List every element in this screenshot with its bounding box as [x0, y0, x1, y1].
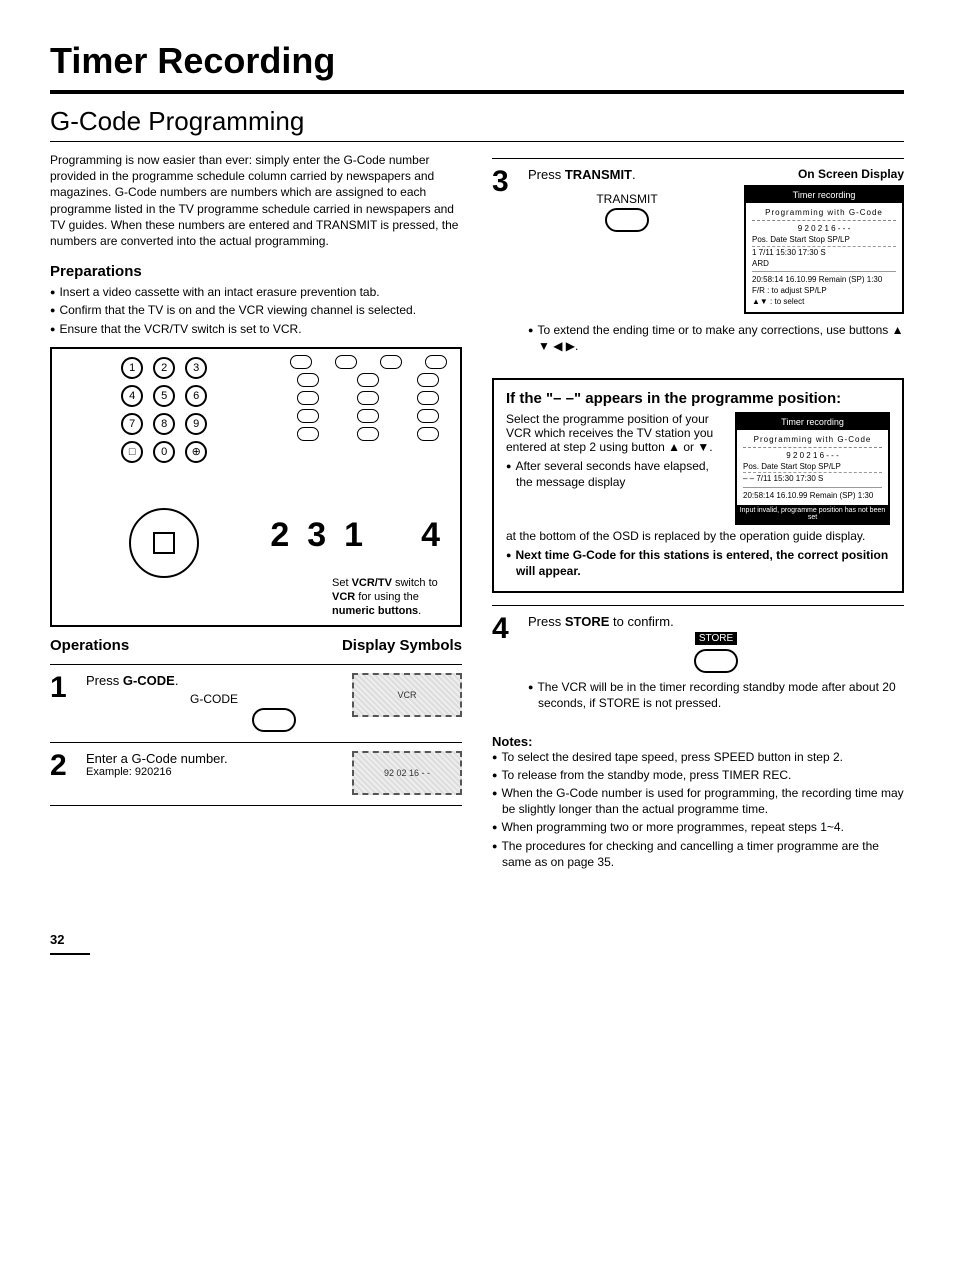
osd-display-error: Timer recording Programming with G-Code …	[735, 412, 890, 525]
notes-heading: Notes:	[492, 734, 904, 749]
preparations-list: Insert a video cassette with an intact e…	[50, 284, 462, 337]
note-item: The procedures for checking and cancelli…	[492, 838, 904, 870]
infobox-heading: If the "– –" appears in the programme po…	[506, 390, 890, 408]
prep-item: Ensure that the VCR/TV switch is set to …	[50, 321, 462, 337]
numkey: 4	[121, 385, 143, 407]
numkey: ⊕	[185, 441, 207, 463]
note-item: To select the desired tape speed, press …	[492, 749, 904, 765]
note-item: When the G-Code number is used for progr…	[492, 785, 904, 817]
numkey: 5	[153, 385, 175, 407]
preparations-heading: Preparations	[50, 263, 462, 280]
numkey: 0	[153, 441, 175, 463]
transmit-label: TRANSMIT	[528, 192, 726, 206]
callout-text: Set VCR/TV switch to VCR for using the n…	[332, 576, 452, 619]
notes-list: To select the desired tape speed, press …	[492, 749, 904, 870]
numkey: 2	[153, 357, 175, 379]
step-2: 2 92 02 16 - - Enter a G-Code number. Ex…	[50, 751, 462, 806]
prep-item: Insert a video cassette with an intact e…	[50, 284, 462, 300]
callout-numbers: 2 3 1 4	[270, 516, 440, 555]
numkey: 8	[153, 413, 175, 435]
note-item: To release from the standby mode, press …	[492, 767, 904, 783]
remote-diagram: 1 2 3 4 5 6 7 8 9 □ 0 ⊕	[50, 347, 462, 627]
page-title: Timer Recording	[50, 40, 904, 94]
note-item: When programming two or more programmes,…	[492, 819, 904, 835]
store-button-icon	[694, 649, 738, 673]
osd-display: Timer recording Programming with G-Code …	[744, 185, 904, 314]
numkey: 1	[121, 357, 143, 379]
prep-item: Confirm that the TV is on and the VCR vi…	[50, 302, 462, 318]
intro-paragraph: Programming is now easier than ever: sim…	[50, 152, 462, 249]
step-number: 1	[50, 673, 76, 732]
step-number: 4	[492, 614, 518, 713]
numkey: □	[121, 441, 143, 463]
osd-heading: On Screen Display	[744, 167, 904, 181]
subtitle: G-Code Programming	[50, 106, 904, 142]
info-box: If the "– –" appears in the programme po…	[492, 378, 904, 593]
transmit-button-icon	[605, 208, 649, 232]
numkey: 6	[185, 385, 207, 407]
operations-heading: Operations	[50, 637, 129, 654]
step-4: 4 Press STORE to confirm. STORE The VCR …	[492, 614, 904, 723]
step4-note: The VCR will be in the timer recording s…	[528, 679, 904, 711]
display-symbol-box: 92 02 16 - -	[352, 751, 462, 795]
step3-note: To extend the ending time or to make any…	[528, 322, 904, 354]
page-number: 32	[50, 932, 904, 947]
numkey: 9	[185, 413, 207, 435]
numkey: 3	[185, 357, 207, 379]
numkey: 7	[121, 413, 143, 435]
step-1: 1 VCR Press G-CODE. G-CODE	[50, 673, 462, 743]
dpad	[129, 508, 199, 578]
step-number: 3	[492, 167, 518, 356]
step-3: 3 Press TRANSMIT. TRANSMIT On Screen Dis…	[492, 167, 904, 366]
gcode-button-icon	[252, 708, 296, 732]
display-symbols-heading: Display Symbols	[342, 637, 462, 654]
store-label: STORE	[695, 632, 737, 645]
step-number: 2	[50, 751, 76, 795]
display-symbol-box: VCR	[352, 673, 462, 717]
